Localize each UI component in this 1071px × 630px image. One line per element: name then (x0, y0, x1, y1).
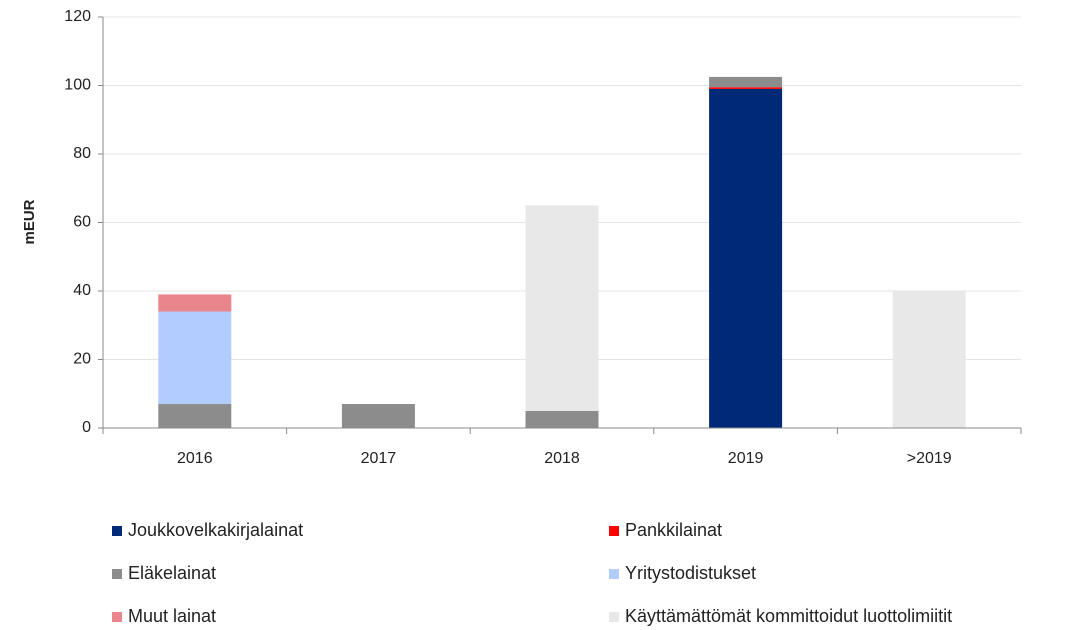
x-tick-label: 2017 (361, 450, 397, 467)
legend-label: Pankkilainat (625, 520, 722, 540)
x-tick-label: 2018 (544, 450, 580, 467)
legend-label: Joukkovelkakirjalainat (128, 520, 303, 540)
bar-segment (158, 311, 232, 405)
bar-segment (709, 87, 783, 89)
bar-segment (341, 404, 415, 428)
legend-label: Yritystodistukset (625, 563, 756, 583)
y-tick-label: 80 (73, 145, 91, 162)
bar-segment (892, 291, 966, 428)
x-tick-label: >2019 (907, 450, 952, 467)
x-tick-label: 2019 (728, 450, 764, 467)
y-tick-label: 60 (73, 214, 91, 231)
legend-swatch (112, 526, 122, 536)
bar-segment (525, 410, 599, 428)
bar-segment (158, 404, 232, 428)
legend-label: Muut lainat (128, 606, 216, 626)
legend-swatch (609, 612, 619, 622)
y-tick-label: 40 (73, 282, 91, 299)
bar-segment (158, 294, 232, 312)
legend-swatch (112, 569, 122, 579)
legend-swatch (112, 612, 122, 622)
legend-label: Käyttämättömät kommittoidut luottolimiit… (625, 606, 952, 626)
y-tick-label: 0 (82, 419, 91, 436)
bar-segment (709, 76, 783, 88)
bar-segment (709, 88, 783, 429)
y-axis-label: mEUR (21, 199, 38, 244)
x-tick-label: 2016 (177, 450, 213, 467)
bar-segment (525, 205, 599, 411)
y-tick-label: 100 (64, 77, 91, 94)
y-tick-label: 20 (73, 351, 91, 368)
legend-label: Eläkelainat (128, 563, 216, 583)
legend-swatch (609, 526, 619, 536)
legend-swatch (609, 569, 619, 579)
y-tick-label: 120 (64, 8, 91, 25)
